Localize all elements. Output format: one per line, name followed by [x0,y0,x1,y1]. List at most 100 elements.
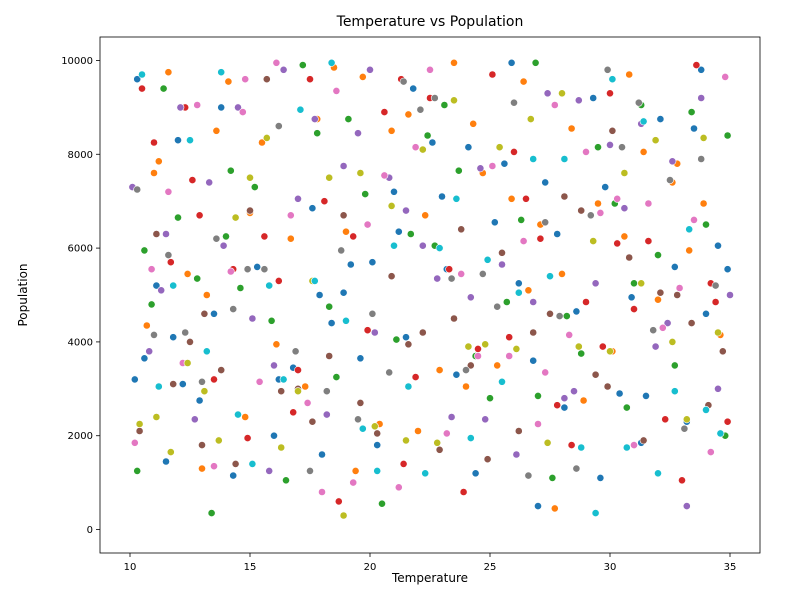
scatter-point [591,509,600,517]
scatter-point [608,75,617,84]
scatter-point [224,77,233,86]
scatter-point [210,309,218,318]
scatter-point [200,309,209,318]
scatter-point [618,143,626,152]
scatter-point [630,305,638,313]
scatter-point [339,211,348,220]
scatter-point [529,356,538,365]
scatter-point [217,103,226,112]
scatter-point [505,352,514,360]
scatter-point [514,279,523,288]
scatter-point [687,108,696,116]
scatter-point [310,115,319,123]
scatter-point [507,58,516,67]
scatter-point [409,84,418,93]
scatter-point [145,347,154,356]
scatter-point [620,232,629,241]
scatter-point [697,155,706,163]
scatter-point [150,138,158,147]
scatter-point [152,413,161,421]
scatter-point [306,75,314,84]
scatter-point [404,382,413,391]
scatter-point [438,192,446,201]
scatter-point [490,218,499,227]
scatter-point [166,258,175,267]
scatter-point [524,286,533,295]
scatter-point [133,75,142,84]
scatter-point [380,108,389,116]
scatter-point [562,312,571,320]
scatter-point [404,110,413,119]
scatter-point [507,194,516,203]
scatter-point [586,211,595,220]
scatter-point [339,162,348,170]
scatter-point [140,246,149,255]
scatter-point [361,190,370,198]
scatter-point [135,427,144,435]
scatter-point [454,166,463,175]
scatter-point [198,377,206,386]
scatter-point [574,96,583,105]
scatter-point [198,441,206,449]
scatter-point [358,73,367,81]
plot-frame [99,36,761,554]
scatter-point [392,335,401,344]
scatter-point [670,387,679,396]
scatter-point [277,387,286,396]
scatter-point [200,387,209,396]
scatter-point [373,429,382,438]
scatter-point [606,89,614,98]
scatter-point [445,265,454,274]
scatter-point [435,244,444,252]
scatter-point [354,415,362,424]
scatter-point [217,366,226,374]
scatter-point [553,401,562,410]
scatter-point [541,178,550,187]
scatter-point [685,225,694,234]
scatter-point [603,382,612,391]
scatter-point [577,206,586,215]
scatter-point [354,129,362,138]
scatter-point [282,476,290,485]
scatter-point [231,459,240,468]
scatter-point [267,316,276,325]
scatter-point [579,396,588,405]
scatter-point [529,298,538,306]
scatter-point [272,340,281,349]
scatter-point [226,267,235,276]
data-points [128,58,734,520]
scatter-point [342,316,350,325]
scatter-point [402,333,410,342]
scatter-point [130,438,139,447]
scatter-point [248,314,257,323]
scatter-point [649,326,658,335]
scatter-point [627,293,636,302]
scatter-point [368,258,377,267]
scatter-point [342,227,350,236]
scatter-point [243,434,252,442]
scatter-point [229,471,238,480]
scatter-point [162,457,170,466]
scatter-point [274,276,283,285]
scatter-point [411,143,420,152]
scatter-point [349,478,358,487]
scatter-point [702,405,710,414]
scatter-point [147,265,156,274]
scatter-point [654,251,662,259]
scatter-point [524,471,533,480]
scatter-point [339,288,348,297]
scatter-point [332,373,341,381]
scatter-point [512,450,521,459]
scatter-point [531,58,540,67]
scatter-point [567,441,576,449]
scatter-point [265,281,274,290]
scatter-point [289,408,298,417]
scatter-point [476,164,485,173]
scatter-point [596,208,605,217]
scatter-point [447,274,456,283]
scatter-point [210,375,218,384]
scatter-point [656,115,665,123]
scatter-point [450,58,458,67]
scatter-point [243,265,252,274]
y-tick-label: 4000 [68,337,93,348]
